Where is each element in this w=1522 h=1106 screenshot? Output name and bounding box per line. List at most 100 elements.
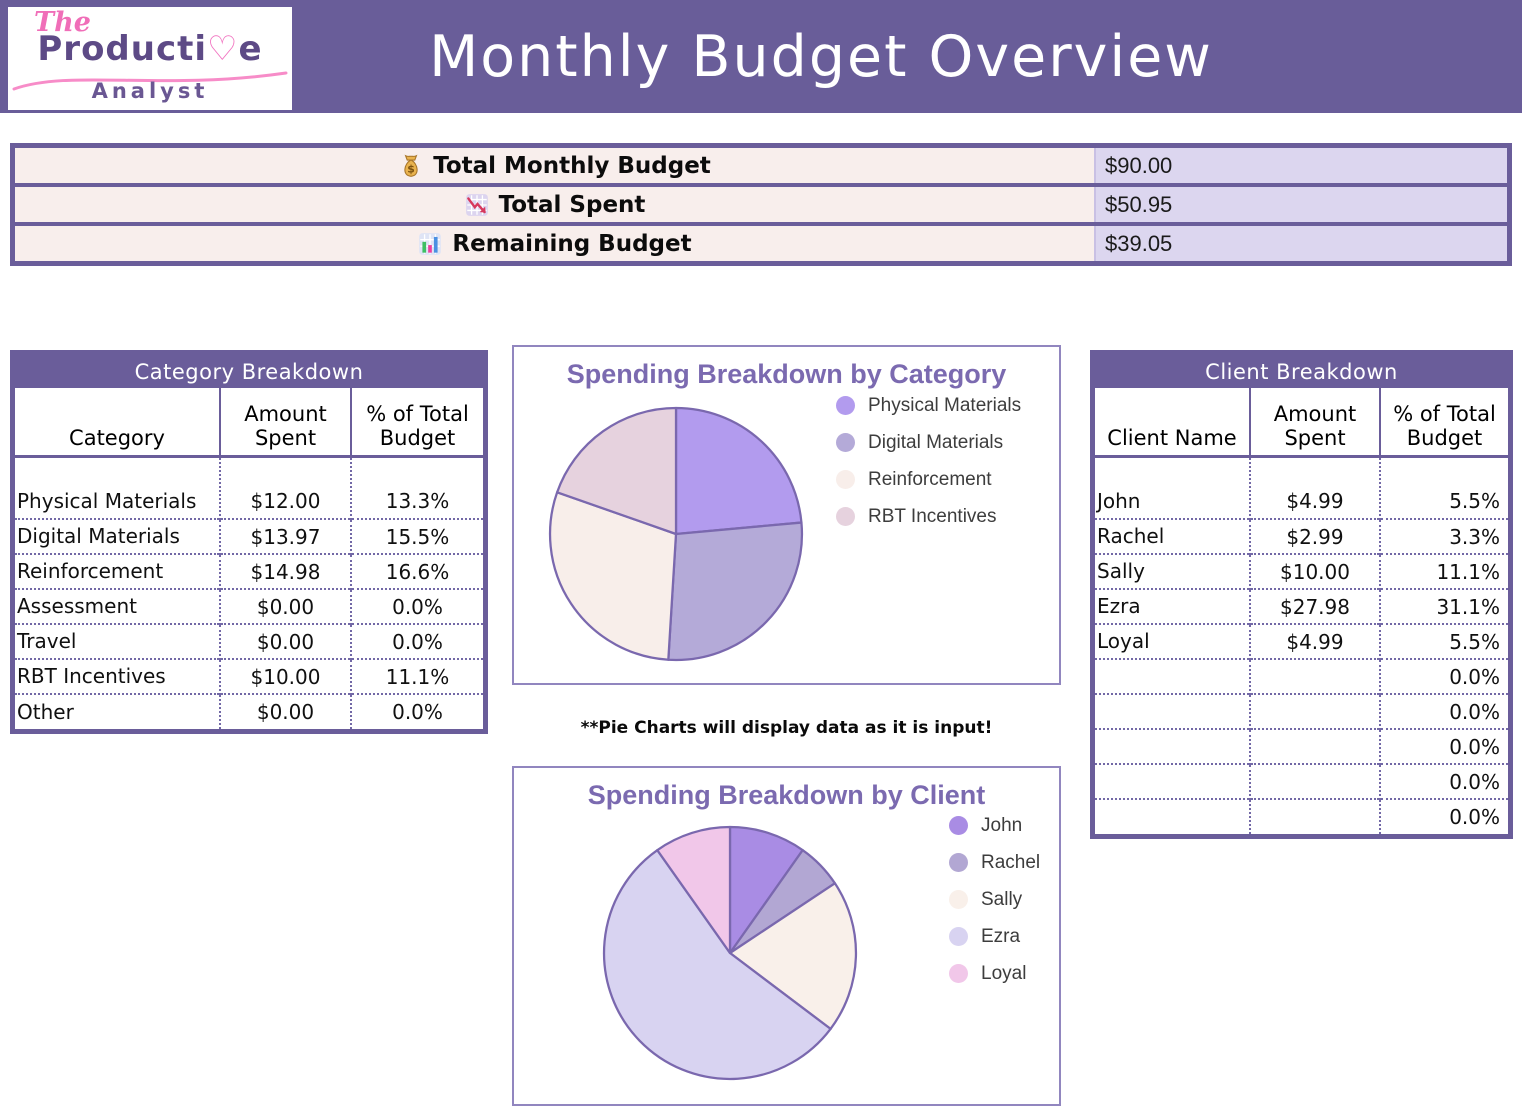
category-cell[interactable]: Physical Materials (15, 456, 220, 519)
table-row: Other $0.00 0.0% (15, 693, 483, 729)
category-cell[interactable]: Assessment (15, 588, 220, 624)
percent-cell[interactable]: 0.0% (1379, 798, 1508, 834)
amount-cell[interactable]: $13.97 (219, 518, 351, 554)
chart-legend: John Rachel Sally Ezra Loyal (949, 815, 1041, 1001)
amount-cell[interactable]: $0.00 (219, 588, 351, 624)
column-header: Client Name (1095, 388, 1250, 458)
amount-cell[interactable] (1249, 728, 1380, 764)
legend-dot-icon (949, 853, 968, 872)
summary-label: Total Monthly Budget (433, 152, 711, 179)
amount-cell[interactable] (1249, 658, 1380, 694)
percent-cell[interactable]: 3.3% (1379, 518, 1508, 554)
percent-cell[interactable]: 11.1% (1379, 553, 1508, 589)
category-cell[interactable]: Reinforcement (15, 553, 220, 589)
chart-down-icon (464, 192, 490, 218)
percent-cell[interactable]: 0.0% (1379, 658, 1508, 694)
client-cell[interactable]: John (1095, 456, 1250, 519)
amount-cell[interactable]: $12.00 (219, 456, 351, 519)
summary-value-cell[interactable]: $39.05 (1096, 226, 1507, 261)
client-cell[interactable] (1095, 693, 1250, 729)
table-row: 0.0% (1095, 693, 1508, 729)
legend-dot-icon (949, 890, 968, 909)
column-header: Amount Spent (219, 388, 351, 458)
pie-slice (556, 406, 678, 536)
amount-cell[interactable]: $27.98 (1249, 588, 1380, 624)
percent-cell[interactable]: 15.5% (350, 518, 483, 554)
percent-cell[interactable]: 13.3% (350, 456, 483, 519)
summary-value-cell[interactable]: $90.00 (1096, 148, 1507, 183)
client-cell[interactable]: Rachel (1095, 518, 1250, 554)
legend-label: Rachel (981, 851, 1041, 873)
percent-cell[interactable]: 5.5% (1379, 623, 1508, 659)
legend-dot-icon (949, 964, 968, 983)
category-cell[interactable]: RBT Incentives (15, 658, 220, 694)
amount-cell[interactable]: $14.98 (219, 553, 351, 589)
header-banner: The Producti♡e Analyst Monthly Budget Ov… (0, 0, 1522, 113)
percent-cell[interactable]: 0.0% (1379, 693, 1508, 729)
pie-chart (599, 822, 861, 1084)
table-row: Loyal $4.99 5.5% (1095, 623, 1508, 659)
column-header: Amount Spent (1249, 388, 1380, 458)
category-cell[interactable]: Digital Materials (15, 518, 220, 554)
client-cell[interactable] (1095, 798, 1250, 834)
legend-label: Reinforcement (868, 468, 992, 490)
summary-label-cell[interactable]: Total Spent (15, 187, 1096, 222)
client-cell[interactable] (1095, 763, 1250, 799)
client-cell[interactable]: Ezra (1095, 588, 1250, 624)
table-row: 0.0% (1095, 728, 1508, 764)
percent-cell[interactable]: 0.0% (1379, 728, 1508, 764)
client-pie-chart[interactable]: Spending Breakdown by Client John Rachel S… (512, 766, 1061, 1106)
percent-cell[interactable]: 0.0% (350, 588, 483, 624)
category-cell[interactable]: Travel (15, 623, 220, 659)
client-cell[interactable] (1095, 728, 1250, 764)
legend-dot-icon (836, 396, 855, 415)
client-cell[interactable]: Sally (1095, 553, 1250, 589)
legend-item: Physical Materials (836, 395, 1021, 416)
summary-row-total-spent: Total Spent $50.95 (15, 187, 1507, 222)
swoosh-decoration (10, 65, 290, 95)
amount-cell[interactable]: $0.00 (219, 623, 351, 659)
amount-cell[interactable] (1249, 798, 1380, 834)
percent-cell[interactable]: 5.5% (1379, 456, 1508, 519)
category-table-title: Category Breakdown (15, 355, 483, 388)
bar-chart-icon (417, 231, 443, 257)
pie-chart (545, 403, 807, 665)
client-cell[interactable]: Loyal (1095, 623, 1250, 659)
amount-cell[interactable]: $2.99 (1249, 518, 1380, 554)
summary-label-cell[interactable]: Remaining Budget (15, 226, 1096, 261)
category-pie-chart[interactable]: Spending Breakdown by Category Physical … (512, 345, 1061, 685)
legend-item: Sally (949, 888, 1040, 910)
summary-label-cell[interactable]: $ Total Monthly Budget (15, 148, 1096, 183)
legend-label: Sally (981, 888, 1023, 910)
amount-cell[interactable]: $10.00 (219, 658, 351, 694)
legend-item: Ezra (949, 926, 1040, 947)
client-cell[interactable] (1095, 658, 1250, 694)
amount-cell[interactable] (1249, 763, 1380, 799)
table-row: Rachel $2.99 3.3% (1095, 518, 1508, 554)
amount-cell[interactable]: $0.00 (219, 693, 351, 729)
logo-sub-text: Analyst (91, 79, 209, 103)
amount-cell[interactable]: $10.00 (1249, 553, 1380, 589)
chart-title: Spending Breakdown by Client (587, 780, 986, 810)
amount-cell[interactable] (1249, 693, 1380, 729)
percent-cell[interactable]: 0.0% (350, 693, 483, 729)
pie-slice (667, 521, 804, 662)
percent-cell[interactable]: 0.0% (350, 623, 483, 659)
percent-cell[interactable]: 0.0% (1379, 763, 1508, 799)
category-cell[interactable]: Other (15, 693, 220, 729)
summary-value-cell[interactable]: $50.95 (1096, 187, 1507, 222)
table-row: 0.0% (1095, 763, 1508, 799)
amount-cell[interactable]: $4.99 (1249, 456, 1380, 519)
percent-cell[interactable]: 16.6% (350, 553, 483, 589)
legend-item: John (949, 815, 1040, 836)
legend-dot-icon (836, 433, 855, 452)
percent-cell[interactable]: 11.1% (350, 658, 483, 694)
client-table-title: Client Breakdown (1095, 355, 1508, 388)
legend-dot-icon (836, 507, 855, 526)
amount-cell[interactable]: $4.99 (1249, 623, 1380, 659)
svg-text:$: $ (407, 162, 415, 175)
summary-row-remaining: Remaining Budget $39.05 (15, 226, 1507, 261)
pie-slice (728, 825, 804, 955)
pie-slice (602, 849, 832, 1081)
percent-cell[interactable]: 31.1% (1379, 588, 1508, 624)
